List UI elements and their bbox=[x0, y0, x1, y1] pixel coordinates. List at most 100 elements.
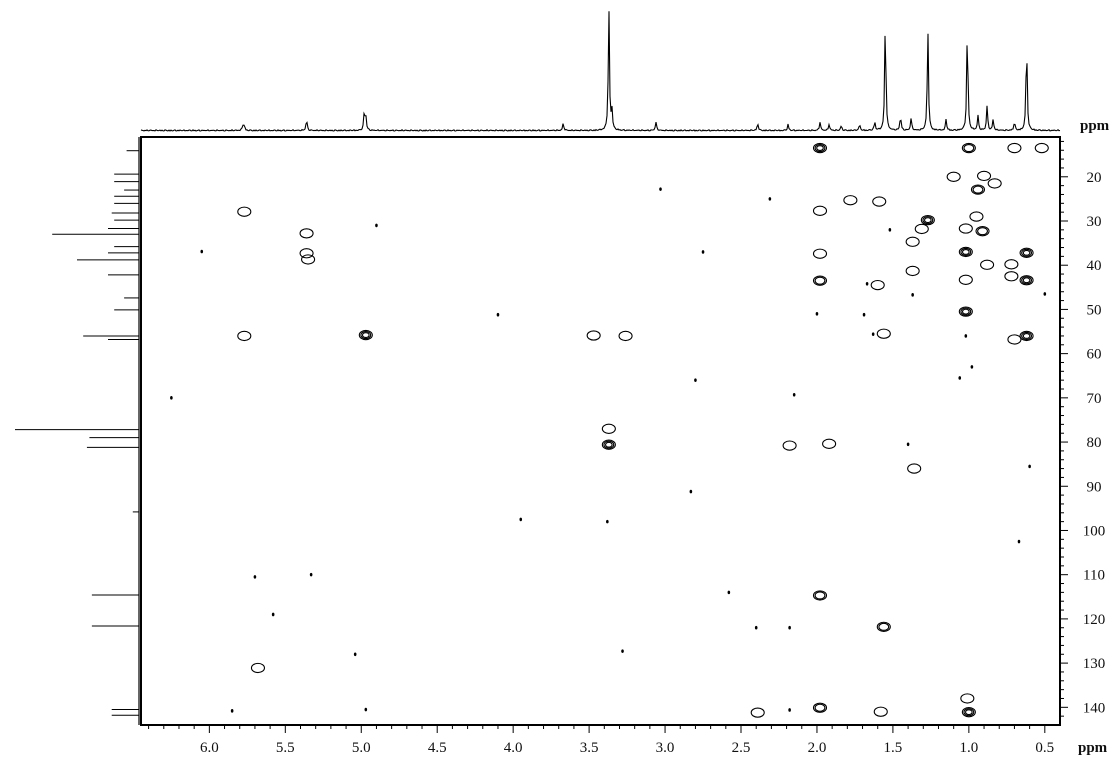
cross-peak bbox=[914, 223, 929, 235]
y-tick-label: 40 bbox=[1087, 258, 1102, 274]
y-tick-label: 120 bbox=[1083, 612, 1106, 628]
cross-peak bbox=[812, 248, 828, 259]
noise-dot bbox=[606, 519, 609, 524]
top-projection-trace bbox=[140, 11, 1061, 132]
cross-peak bbox=[601, 439, 616, 450]
noise-dot bbox=[694, 378, 697, 382]
noise-dot bbox=[906, 442, 910, 447]
cross-peak bbox=[970, 184, 986, 195]
cross-peak bbox=[299, 248, 314, 259]
cross-peak bbox=[987, 178, 1002, 189]
cross-peak bbox=[1007, 142, 1022, 154]
cross-peak bbox=[750, 707, 765, 718]
y-tick-label: 20 bbox=[1087, 170, 1102, 186]
cross-peak bbox=[1019, 275, 1034, 286]
x-tick-label: 5.5 bbox=[276, 740, 295, 756]
y-tick-label: 130 bbox=[1083, 656, 1106, 672]
noise-dot bbox=[701, 250, 705, 254]
cross-peak bbox=[250, 662, 266, 674]
cross-peak bbox=[960, 693, 975, 704]
y-tick-label: 60 bbox=[1087, 347, 1102, 363]
noise-dot bbox=[754, 625, 758, 630]
cross-peak bbox=[586, 330, 601, 341]
cross-peak bbox=[961, 142, 976, 154]
x-tick-label: 1.0 bbox=[959, 740, 978, 756]
plot-frame bbox=[140, 136, 1061, 726]
y-tick-label: 50 bbox=[1087, 302, 1102, 318]
x-tick-label: 1.5 bbox=[884, 740, 903, 756]
noise-dot bbox=[792, 392, 796, 397]
cross-peak bbox=[876, 328, 891, 339]
noise-dot bbox=[862, 312, 866, 317]
cross-peak bbox=[975, 226, 990, 237]
cross-peak bbox=[618, 330, 633, 342]
top-1d-projection bbox=[140, 11, 1061, 132]
noise-dot bbox=[727, 590, 731, 595]
cross-peak bbox=[976, 170, 992, 182]
noise-dot bbox=[271, 612, 275, 617]
noise-dot bbox=[788, 708, 791, 712]
noise-dot bbox=[659, 187, 662, 191]
cross-peak bbox=[812, 702, 828, 713]
y-tick-label: 140 bbox=[1083, 700, 1106, 716]
cross-peak bbox=[299, 228, 314, 239]
cross-peak bbox=[905, 236, 920, 247]
cross-peak bbox=[1004, 259, 1019, 270]
noise-dot bbox=[958, 376, 962, 380]
x-tick-label: 5.0 bbox=[352, 740, 371, 756]
cross-peak bbox=[958, 223, 973, 234]
cross-peak bbox=[1034, 142, 1049, 154]
y-tick-label: 110 bbox=[1083, 568, 1105, 584]
x-tick-label: 2.5 bbox=[732, 740, 751, 756]
cross-peak bbox=[237, 206, 252, 217]
noise-dot bbox=[375, 223, 378, 228]
cross-peak bbox=[822, 438, 837, 449]
cross-peak bbox=[843, 195, 858, 206]
top-ppm-label: ppm bbox=[1080, 118, 1110, 134]
noise-dot bbox=[1028, 464, 1031, 469]
cross-peak bbox=[872, 196, 887, 207]
noise-dot bbox=[170, 396, 173, 400]
cross-peak bbox=[958, 274, 973, 285]
cross-peak bbox=[958, 306, 973, 317]
noise-dot bbox=[496, 312, 500, 317]
cross-peak bbox=[812, 205, 828, 216]
cross-peak-contours bbox=[237, 142, 1049, 718]
cross-peak bbox=[601, 423, 616, 434]
cross-peak bbox=[870, 279, 885, 291]
cross-peak bbox=[961, 707, 976, 718]
noise-dot bbox=[621, 649, 624, 653]
cross-peak bbox=[782, 440, 797, 451]
y-tick-label: 80 bbox=[1087, 435, 1102, 451]
noise-dot bbox=[788, 625, 791, 630]
cross-peak bbox=[980, 259, 995, 270]
cross-peak bbox=[358, 329, 373, 341]
cross-peak bbox=[301, 254, 316, 265]
cross-peak bbox=[1019, 247, 1034, 258]
cross-peak bbox=[905, 265, 920, 277]
cross-peak bbox=[1004, 271, 1019, 282]
noise-dot bbox=[865, 281, 869, 286]
y-tick-label: 100 bbox=[1083, 523, 1106, 539]
cross-peak bbox=[920, 214, 935, 226]
x-tick-label: 2.0 bbox=[808, 740, 827, 756]
noise-dot bbox=[815, 312, 819, 316]
cross-peak bbox=[969, 211, 984, 222]
x-tick-label: 0.5 bbox=[1035, 740, 1054, 756]
noise-dot bbox=[309, 572, 313, 577]
y-tick-label: 70 bbox=[1087, 391, 1102, 407]
y-tick-label: 30 bbox=[1087, 214, 1102, 230]
cross-peak bbox=[946, 171, 961, 182]
noise-dot bbox=[871, 332, 875, 336]
cross-peak bbox=[907, 463, 922, 474]
cross-peak bbox=[876, 621, 891, 633]
noise-dot bbox=[689, 489, 693, 494]
x-tick-label: 3.0 bbox=[656, 740, 675, 756]
side-1d-projection bbox=[15, 137, 140, 725]
y-axis: 20 30 40 50 60 70 80 90 100 110 120 130 140 bbox=[1060, 140, 1106, 717]
noise-dot bbox=[230, 709, 234, 713]
y-tick-label: 90 bbox=[1087, 479, 1102, 495]
noise-dot bbox=[253, 575, 257, 579]
cross-peak bbox=[873, 706, 888, 717]
x-axis: 6.0 5.5 5.0 4.5 4.0 3.5 3.0 2.5 2.0 1.5 1.0 0.5 bbox=[148, 725, 1054, 756]
